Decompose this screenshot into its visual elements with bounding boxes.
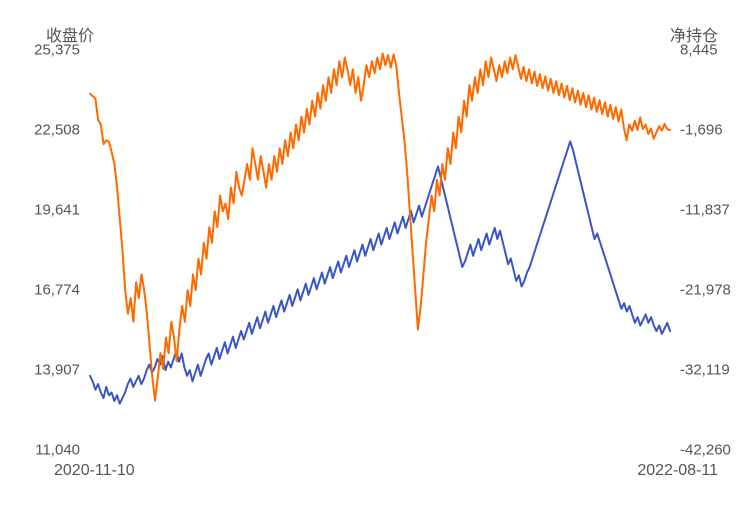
plot-area [0, 0, 750, 510]
dual-axis-line-chart: 收盘价 净持仓 11,04013,90716,77419,64122,50825… [0, 0, 750, 510]
series-net-position [90, 54, 670, 401]
series-close-price [90, 141, 670, 403]
x-end-label: 2022-08-11 [637, 462, 718, 480]
x-start-label: 2020-11-10 [54, 462, 135, 480]
